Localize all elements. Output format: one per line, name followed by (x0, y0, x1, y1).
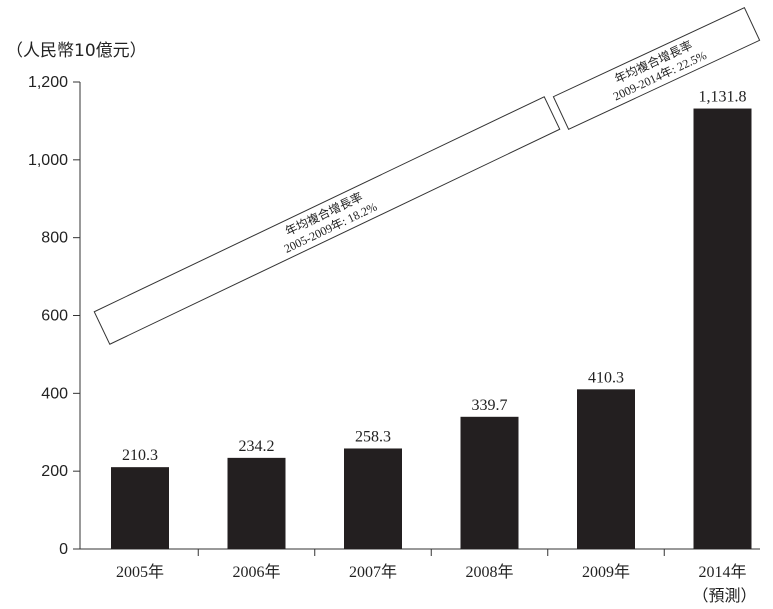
bar (344, 448, 402, 549)
bar (460, 416, 519, 549)
x-tick-label: 2006年 (232, 563, 280, 581)
data-label: 258.3 (355, 428, 391, 445)
data-label: 234.2 (239, 438, 275, 455)
y-tick-label: 0 (59, 541, 68, 558)
x-tick-label: 2007年 (349, 563, 397, 581)
x-tick-label: 2008年 (465, 563, 513, 581)
y-tick-label: 400 (41, 385, 68, 402)
x-tick-label: 2009年 (582, 563, 630, 581)
bar (577, 389, 635, 549)
bars (111, 108, 752, 549)
x-tick-label: 2014年 (698, 563, 746, 581)
bar (227, 457, 286, 549)
y-tick-label: 1,000 (28, 152, 68, 169)
y-axis-unit-label: （人民幣10億元） (6, 41, 147, 61)
data-label: 410.3 (588, 369, 624, 386)
growth-band (93, 96, 561, 345)
x-tick-label: 2005年 (116, 563, 164, 581)
data-labels: 210.3 234.2 258.3 339.7 410.3 1,131.8 (122, 89, 747, 465)
data-label: 1,131.8 (699, 89, 747, 106)
x-tick-sublabel: （預測） (692, 587, 756, 605)
y-tick-label: 600 (41, 308, 68, 325)
data-label: 339.7 (472, 397, 508, 414)
axes: 0 200 400 600 800 1,000 1,200 2005年 2006年 2007年 20… (28, 74, 760, 605)
y-tick-label: 200 (41, 463, 68, 480)
y-tick-label: 1,200 (28, 74, 68, 91)
y-tick-label: 800 (41, 230, 68, 247)
data-label: 210.3 (122, 447, 158, 464)
growth-band (552, 7, 761, 130)
bar (693, 108, 752, 549)
bar (111, 467, 169, 549)
